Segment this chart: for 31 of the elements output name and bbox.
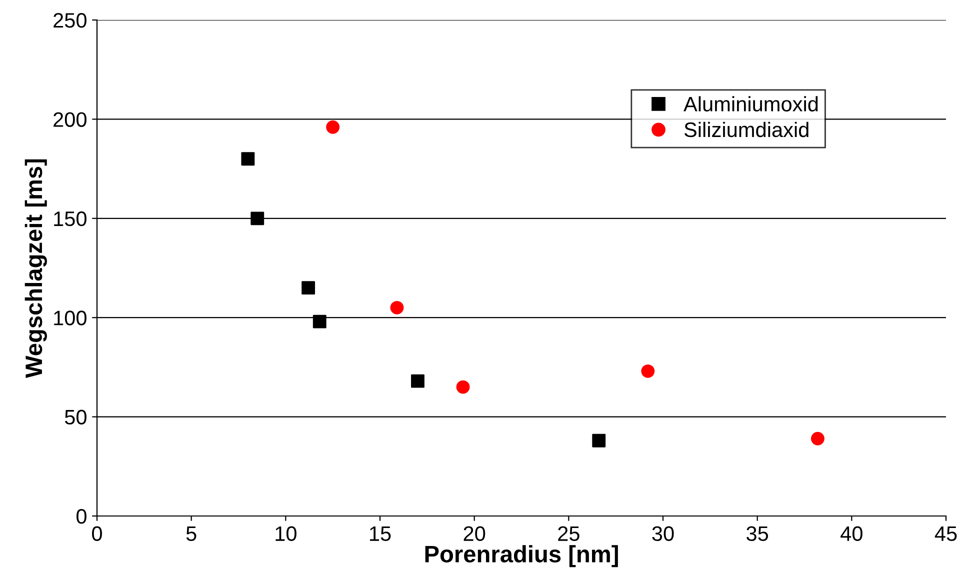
y-tick-label: 250 (54, 13, 86, 28)
point (302, 281, 316, 295)
y-axis-title: Wegschlagzeit [ms] (24, 159, 47, 378)
x-tick-label: 35 (746, 526, 768, 542)
x-axis-title: Porenradius [nm] (425, 545, 618, 568)
y-tick-label: 200 (54, 112, 86, 127)
x-tick-label: 30 (652, 526, 674, 542)
point (592, 434, 606, 448)
y-tick-label: 150 (54, 211, 86, 226)
point (326, 120, 340, 134)
y-tick-label: 50 (64, 410, 86, 425)
x-tick-label: 45 (934, 526, 957, 542)
y-tick-label: 0 (76, 509, 86, 524)
point (241, 152, 255, 166)
x-tick-label: 15 (370, 526, 391, 542)
x-tick-label: 20 (464, 526, 486, 542)
point (312, 314, 326, 328)
point (811, 432, 824, 446)
x-tick-label: 25 (558, 526, 580, 542)
x-tick-label: 5 (186, 526, 196, 542)
point (250, 212, 264, 226)
legend-label: Aluminiumoxid (684, 96, 818, 112)
x-tick-label: 0 (92, 526, 102, 542)
x-tick-label: 10 (276, 526, 296, 542)
point (456, 380, 470, 394)
x-tick-label: 40 (840, 526, 862, 542)
legend-label: Siliziumdiaxid (684, 122, 808, 138)
point (641, 364, 655, 378)
point (390, 300, 404, 314)
y-tick-label: 100 (54, 310, 86, 326)
point (411, 374, 424, 388)
